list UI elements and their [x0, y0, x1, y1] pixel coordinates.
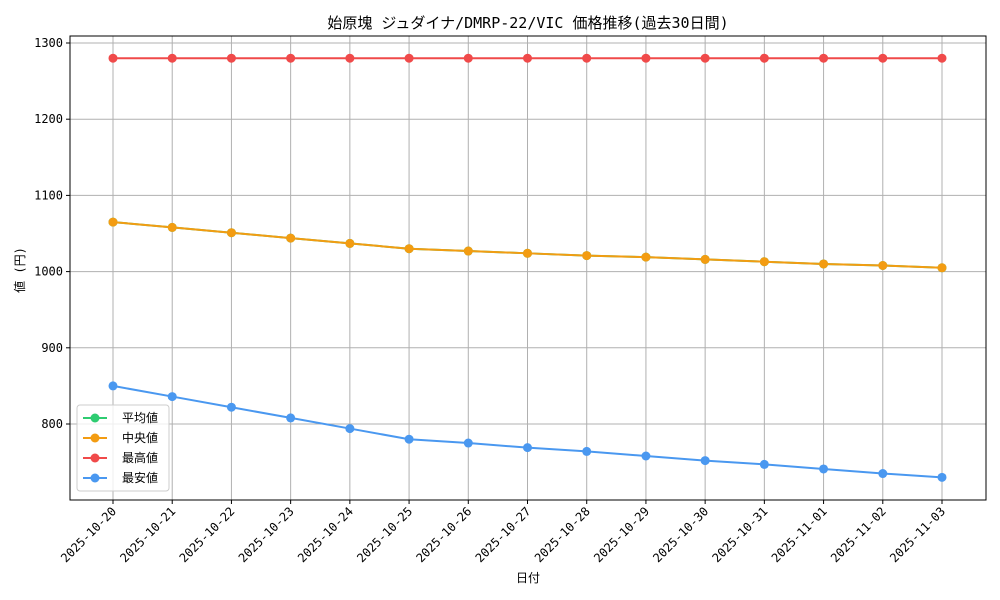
x-tick-label: 2025-10-25: [354, 504, 415, 565]
series-layer: [108, 53, 947, 482]
legend-marker: [90, 453, 100, 463]
data-point: [463, 246, 473, 256]
data-point: [226, 53, 236, 63]
legend-label: 最安値: [122, 470, 158, 485]
data-point: [582, 446, 592, 456]
legend-marker: [90, 413, 100, 423]
data-point: [937, 53, 947, 63]
legend-item: 平均値: [83, 410, 158, 425]
x-tick-label: 2025-10-29: [591, 504, 652, 565]
data-point: [463, 438, 473, 448]
data-point: [700, 53, 710, 63]
series-1: [108, 217, 947, 273]
data-point: [108, 381, 118, 391]
data-point: [759, 459, 769, 469]
data-point: [286, 233, 296, 243]
data-point: [404, 434, 414, 444]
data-point: [108, 53, 118, 63]
data-point: [167, 53, 177, 63]
data-point: [641, 451, 651, 461]
chart-title: 始原塊 ジュダイナ/DMRP-22/VIC 価格推移(過去30日間): [327, 14, 728, 32]
y-tick-label: 900: [41, 341, 63, 355]
data-point: [700, 456, 710, 466]
series-2: [108, 53, 947, 63]
data-point: [167, 222, 177, 232]
data-point: [345, 238, 355, 248]
x-tick-label: 2025-10-20: [58, 504, 119, 565]
data-point: [641, 53, 651, 63]
data-point: [878, 53, 888, 63]
legend-item: 最安値: [83, 470, 158, 485]
x-tick-label: 2025-10-23: [236, 504, 297, 565]
legend-box: [76, 404, 170, 492]
data-point: [108, 217, 118, 227]
x-tick-label: 2025-10-22: [177, 504, 238, 565]
data-point: [345, 53, 355, 63]
data-point: [582, 53, 592, 63]
data-point: [759, 257, 769, 267]
data-point: [345, 424, 355, 434]
legend-label: 最高値: [122, 450, 158, 465]
data-point: [226, 228, 236, 238]
y-tick-label: 1300: [34, 36, 63, 50]
series-3: [108, 381, 947, 482]
data-point: [759, 53, 769, 63]
data-point: [582, 251, 592, 261]
data-point: [937, 472, 947, 482]
y-axis-label: 値 (円): [12, 247, 27, 293]
data-point: [700, 254, 710, 264]
tick-labels: 2025-10-202025-10-212025-10-222025-10-23…: [34, 36, 948, 565]
x-tick-label: 2025-11-03: [887, 504, 948, 565]
data-point: [523, 443, 532, 453]
x-tick-label: 2025-10-21: [117, 504, 178, 565]
legend-marker: [90, 433, 100, 443]
data-point: [819, 53, 829, 63]
x-axis-label: 日付: [516, 571, 540, 585]
y-tick-label: 1200: [34, 112, 63, 126]
data-point: [404, 53, 414, 63]
data-point: [167, 392, 177, 402]
x-tick-label: 2025-11-02: [828, 504, 889, 565]
data-point: [523, 248, 532, 258]
data-point: [878, 469, 888, 479]
x-tick-label: 2025-10-30: [650, 504, 711, 565]
data-point: [463, 53, 473, 63]
legend-item: 中央値: [83, 430, 158, 445]
legend-label: 平均値: [122, 410, 158, 425]
data-point: [226, 402, 236, 412]
x-tick-label: 2025-11-01: [769, 504, 830, 565]
x-tick-label: 2025-10-28: [532, 504, 593, 565]
data-point: [286, 53, 296, 63]
x-tick-label: 2025-10-26: [413, 504, 474, 565]
legend-marker: [90, 473, 100, 483]
data-point: [523, 53, 532, 63]
x-tick-label: 2025-10-27: [473, 504, 534, 565]
y-tick-label: 1100: [34, 188, 63, 202]
x-tick-label: 2025-10-31: [709, 504, 770, 565]
legend-item: 最高値: [83, 450, 158, 465]
data-point: [819, 259, 829, 269]
y-tick-label: 800: [41, 417, 63, 431]
y-tick-label: 1000: [34, 265, 63, 279]
legend-label: 中央値: [122, 430, 158, 445]
data-point: [404, 244, 414, 254]
x-tick-label: 2025-10-24: [295, 504, 356, 565]
grid-lines: [70, 36, 986, 500]
data-point: [286, 413, 296, 423]
data-point: [641, 252, 651, 262]
data-point: [937, 263, 947, 273]
data-point: [878, 261, 888, 271]
data-point: [819, 464, 829, 474]
